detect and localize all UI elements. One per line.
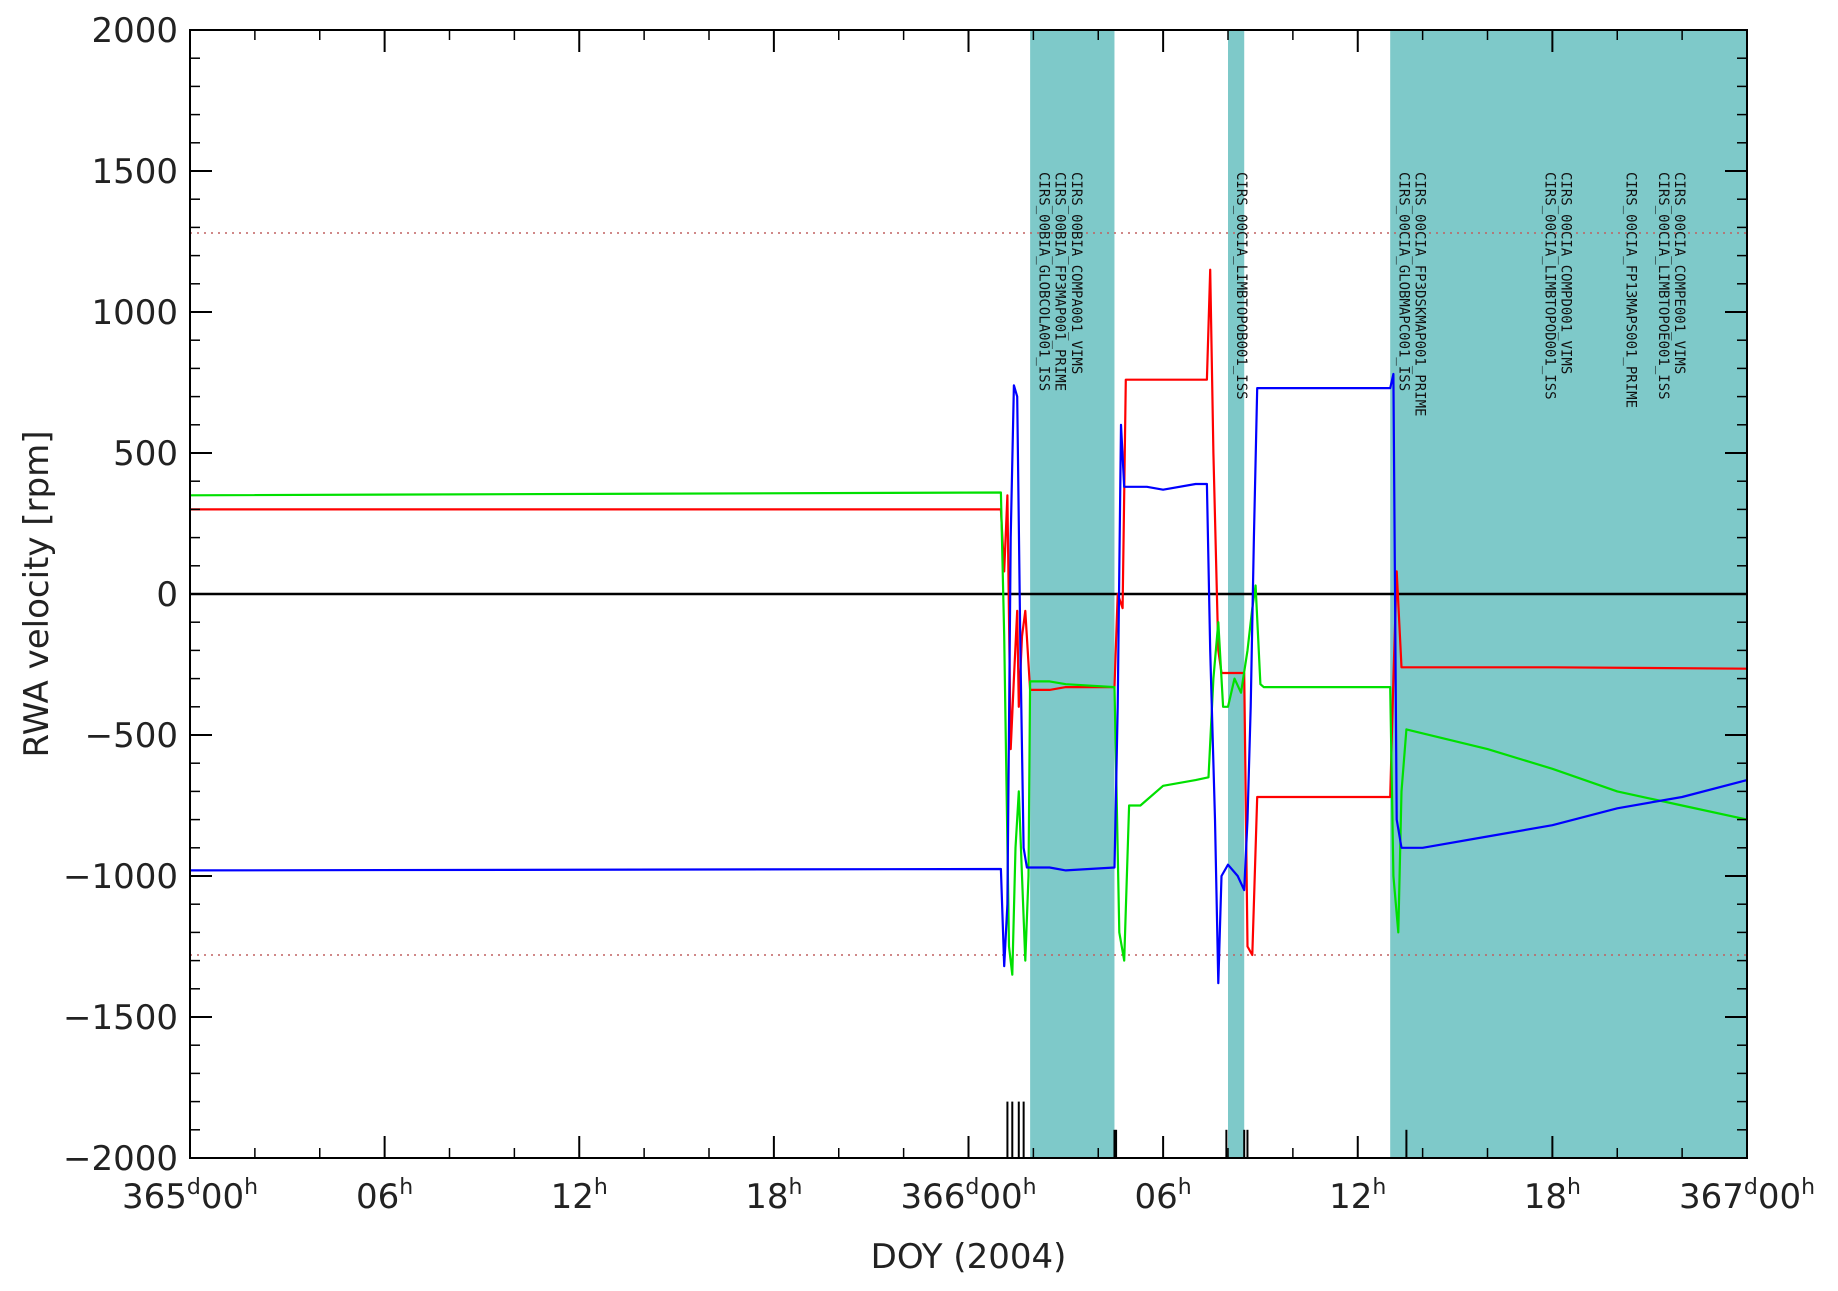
band-label-2: CIRS_00BIA_COMPA001_VIMS: [1068, 172, 1084, 374]
series-line-1: [189, 491, 1748, 976]
band-label-5: CIRS_00CIA_FP3DSKMAP001_PRIME: [1412, 172, 1428, 416]
band-labels: CIRS_00BIA_GLOBCOLA001_ISS CIRS_00BIA_FP3…: [1035, 172, 1687, 416]
y-tick-label-0: 2000: [91, 11, 178, 51]
x-tick-label-5: 06h: [1135, 1175, 1192, 1217]
band-label-8: CIRS_00CIA_FP13MAPS001_PRIME: [1622, 172, 1638, 408]
x-tick-label-3: 18h: [745, 1175, 802, 1217]
band-label-1: CIRS_00BIA_FP3MAP001_PRIME: [1052, 172, 1068, 391]
y-tick-label-4: 0: [156, 575, 178, 615]
series-lines: [189, 268, 1748, 985]
y-tick-label-2: 1000: [91, 293, 178, 333]
y-tick-label-1: 1500: [91, 152, 178, 192]
band-label-6: CIRS_00CIA_LIMBTOPOD001_ISS: [1541, 172, 1557, 400]
series-line-0: [190, 268, 1748, 957]
band-label-7: CIRS_00CIA_COMPD001_VIMS: [1558, 172, 1574, 374]
band-label-3: CIRS_00CIA_LIMBTOPOB001_ISS: [1233, 172, 1249, 400]
y-tick-label-8: −2000: [63, 1139, 178, 1179]
x-tick-label-0: 365d00h: [122, 1175, 258, 1217]
band-label-10: CIRS_00CIA_COMPE001_VIMS: [1671, 172, 1687, 374]
y-axis-ticks: 2000 1500 1000 500 0 −500 −1000 −1500 −2000: [63, 11, 1747, 1179]
y-tick-label-6: −1000: [63, 857, 178, 897]
y-tick-label-3: 500: [113, 434, 178, 474]
x-tick-label-8: 367d00h: [1679, 1175, 1815, 1217]
y-tick-label-5: −500: [85, 716, 178, 756]
x-tick-label-4: 366d00h: [900, 1175, 1036, 1217]
series-line-2: [189, 372, 1748, 985]
band-label-9: CIRS_00CIA_LIMBTOPOE001_ISS: [1655, 172, 1671, 400]
band-label-0: CIRS_00BIA_GLOBCOLA001_ISS: [1035, 172, 1051, 391]
x-tick-label-6: 12h: [1329, 1175, 1386, 1217]
x-axis-title: DOY (2004): [871, 1237, 1067, 1277]
x-tick-label-7: 18h: [1524, 1175, 1581, 1217]
y-axis-title: RWA velocity [rpm]: [17, 431, 57, 758]
y-tick-label-7: −1500: [63, 998, 178, 1038]
event-markers: [1006, 1101, 1408, 1158]
x-axis-ticks: 365d00h 06h 12h 18h 366d00h 06h 12h 18h 367d00h: [122, 30, 1815, 1217]
limit-lines: [190, 232, 1747, 956]
x-tick-label-2: 12h: [551, 1175, 608, 1217]
x-tick-label-1: 06h: [356, 1175, 413, 1217]
band-label-4: CIRS_00CIA_GLOBMAPC001_ISS: [1395, 172, 1411, 391]
